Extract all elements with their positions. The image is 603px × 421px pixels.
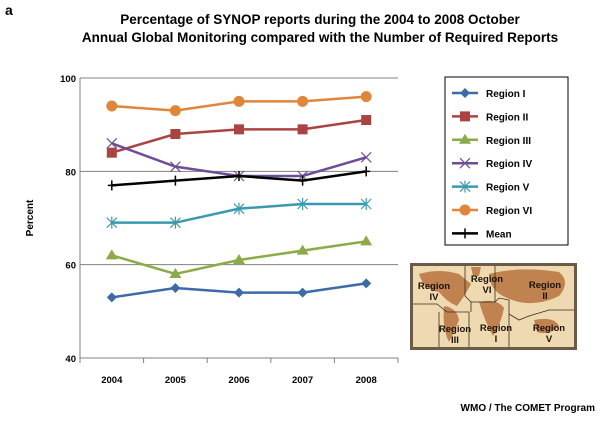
chart-subtitle: Annual Global Monitoring compared with t… [81,30,559,45]
data-point [106,216,118,229]
y-tick-label: 80 [65,167,76,178]
data-point [105,249,118,260]
data-point [297,124,308,135]
data-point [170,283,181,293]
map-region-label: Region [471,274,503,285]
series-mean [107,166,371,191]
data-point [171,175,180,186]
data-point [360,198,372,210]
x-tick-label: 2007 [292,375,313,386]
chart-title: Percentage of SYNOP reports during the 2… [120,12,520,27]
legend-label: Region III [486,136,531,147]
map-region-label: Region [480,323,512,334]
x-tick-label: 2004 [101,375,123,386]
data-point [361,278,372,289]
data-point [235,171,243,181]
data-point [106,100,118,112]
data-point [169,268,182,278]
legend-box [444,76,569,246]
data-point [233,254,245,264]
data-point [297,287,308,298]
legend-marker [459,133,471,144]
legend-item: Region VI [452,204,532,217]
data-point [106,292,117,303]
legend-marker [459,157,471,169]
legend-label: Region I [486,89,526,100]
data-point [360,151,372,163]
map-region-number: I [495,334,498,345]
data-point [106,137,118,149]
data-point [106,147,117,158]
legend-label: Region IV [486,159,532,170]
map-region-number: III [451,335,459,346]
legend-item: Region III [452,133,531,147]
map-region-label: Region [533,323,565,334]
legend-label: Region VI [486,206,532,217]
data-point [297,198,309,210]
legend-marker [460,88,470,98]
data-point [233,95,245,107]
legend-item: Region V [452,180,530,194]
series-region-vi [106,91,372,117]
data-point [169,161,181,173]
data-point [170,129,181,139]
legend-marker [461,228,469,239]
series-region-ii [106,115,372,158]
legend-label: Region V [486,183,530,194]
legend-marker [459,180,471,193]
x-tick-label: 2008 [356,375,377,386]
y-axis-label: Percent [25,199,36,236]
data-point [107,180,116,191]
map-region-number: VI [483,285,492,296]
source-credit: WMO / The COMET Program [460,403,595,414]
data-point [169,105,181,117]
data-point [233,202,245,215]
map-region-number: IV [430,292,440,303]
map-region-label: Region [439,324,471,335]
x-tick-label: 2005 [165,375,187,386]
legend-label: Mean [486,229,512,240]
data-point [361,115,372,125]
series-region-v [106,198,372,229]
legend-item: Region I [452,88,526,100]
data-point [234,124,244,135]
series-region-iii [105,235,373,278]
legend-item: Region IV [452,157,532,170]
legend-label: Region II [486,112,528,123]
legend-marker [460,111,470,122]
legend-item: Region II [452,111,528,123]
series-region-i [106,278,372,303]
x-tick-label: 2006 [228,375,249,386]
data-point [296,244,309,255]
data-point [297,95,309,107]
map-region-number: II [542,291,547,302]
data-point [360,235,373,246]
map-region-label: Region [418,281,450,292]
y-tick-label: 100 [60,74,76,85]
y-tick-label: 40 [65,354,76,365]
map-region-label: Region [529,280,561,291]
data-point [298,175,307,186]
legend-item: Mean [452,228,512,240]
legend-marker [459,204,471,216]
data-point [360,91,372,103]
y-tick-label: 60 [65,261,76,272]
data-point [234,287,244,298]
panel-label: a [5,2,13,18]
map-region-number: V [546,334,553,345]
data-point [169,216,181,229]
data-point [362,166,371,177]
